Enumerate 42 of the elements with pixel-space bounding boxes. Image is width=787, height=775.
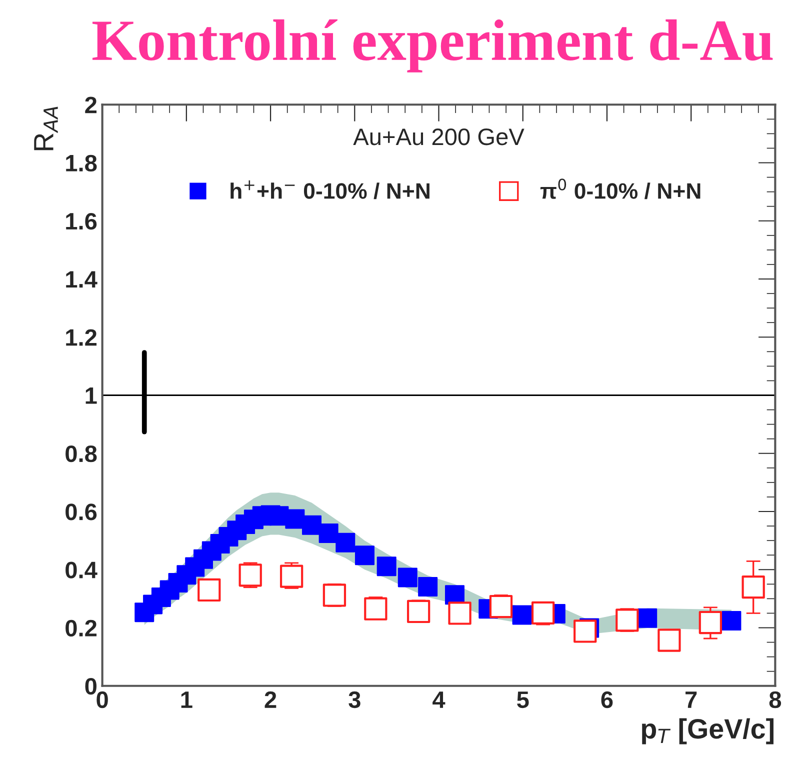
y-tick-label: 1.4 (66, 271, 98, 288)
legend-label: h$^{+}$+h$^{−}$ 0-10% / N+N (230, 180, 430, 200)
point (336, 532, 356, 552)
y-tick-label: 1.6 (66, 212, 97, 230)
point (318, 524, 338, 544)
point (531, 601, 555, 625)
point (418, 577, 438, 597)
y-tick-label: 0.8 (66, 445, 97, 462)
point (398, 568, 418, 588)
point (616, 608, 639, 632)
y-tick-label: 0 (85, 678, 96, 695)
y-tick-label: 0.2 (66, 620, 97, 637)
point (698, 610, 722, 634)
point (722, 611, 742, 631)
y-tick-label: 1 (86, 388, 97, 404)
x-tick-label: 1 (181, 692, 192, 708)
point (302, 515, 322, 535)
annotation: Au+Au 200 GeV (353, 128, 524, 146)
x-tick-label: 7 (686, 692, 697, 708)
point (285, 509, 305, 529)
x-axis-title: p$_{T}$ [GeV/c] (642, 718, 774, 744)
point (354, 546, 374, 566)
x-tick-label: 3 (348, 691, 360, 708)
legend-label: π$^{0}$ 0-10% / N+N (540, 178, 700, 200)
y-tick-label: 0.6 (66, 504, 97, 520)
x-tick-label: 2 (264, 691, 276, 708)
x-tick-label: 8 (769, 691, 782, 708)
chart-title: Kontrolní experiment d-Au (92, 19, 773, 72)
point (574, 620, 597, 643)
x-tick-label: 5 (517, 692, 529, 708)
y-tick-label: 1.2 (66, 329, 97, 346)
x-tick-label: 6 (601, 691, 613, 708)
y-tick-label: 2 (85, 96, 97, 114)
point (638, 608, 658, 628)
y-axis-title: R$_{AA}$ (34, 106, 58, 150)
point (489, 594, 513, 618)
y-tick-label: 0.4 (66, 562, 98, 578)
point (448, 602, 472, 625)
point (376, 556, 396, 576)
point (512, 605, 532, 625)
x-tick-label: 4 (432, 692, 446, 708)
y-tick-label: 1.8 (66, 154, 97, 172)
